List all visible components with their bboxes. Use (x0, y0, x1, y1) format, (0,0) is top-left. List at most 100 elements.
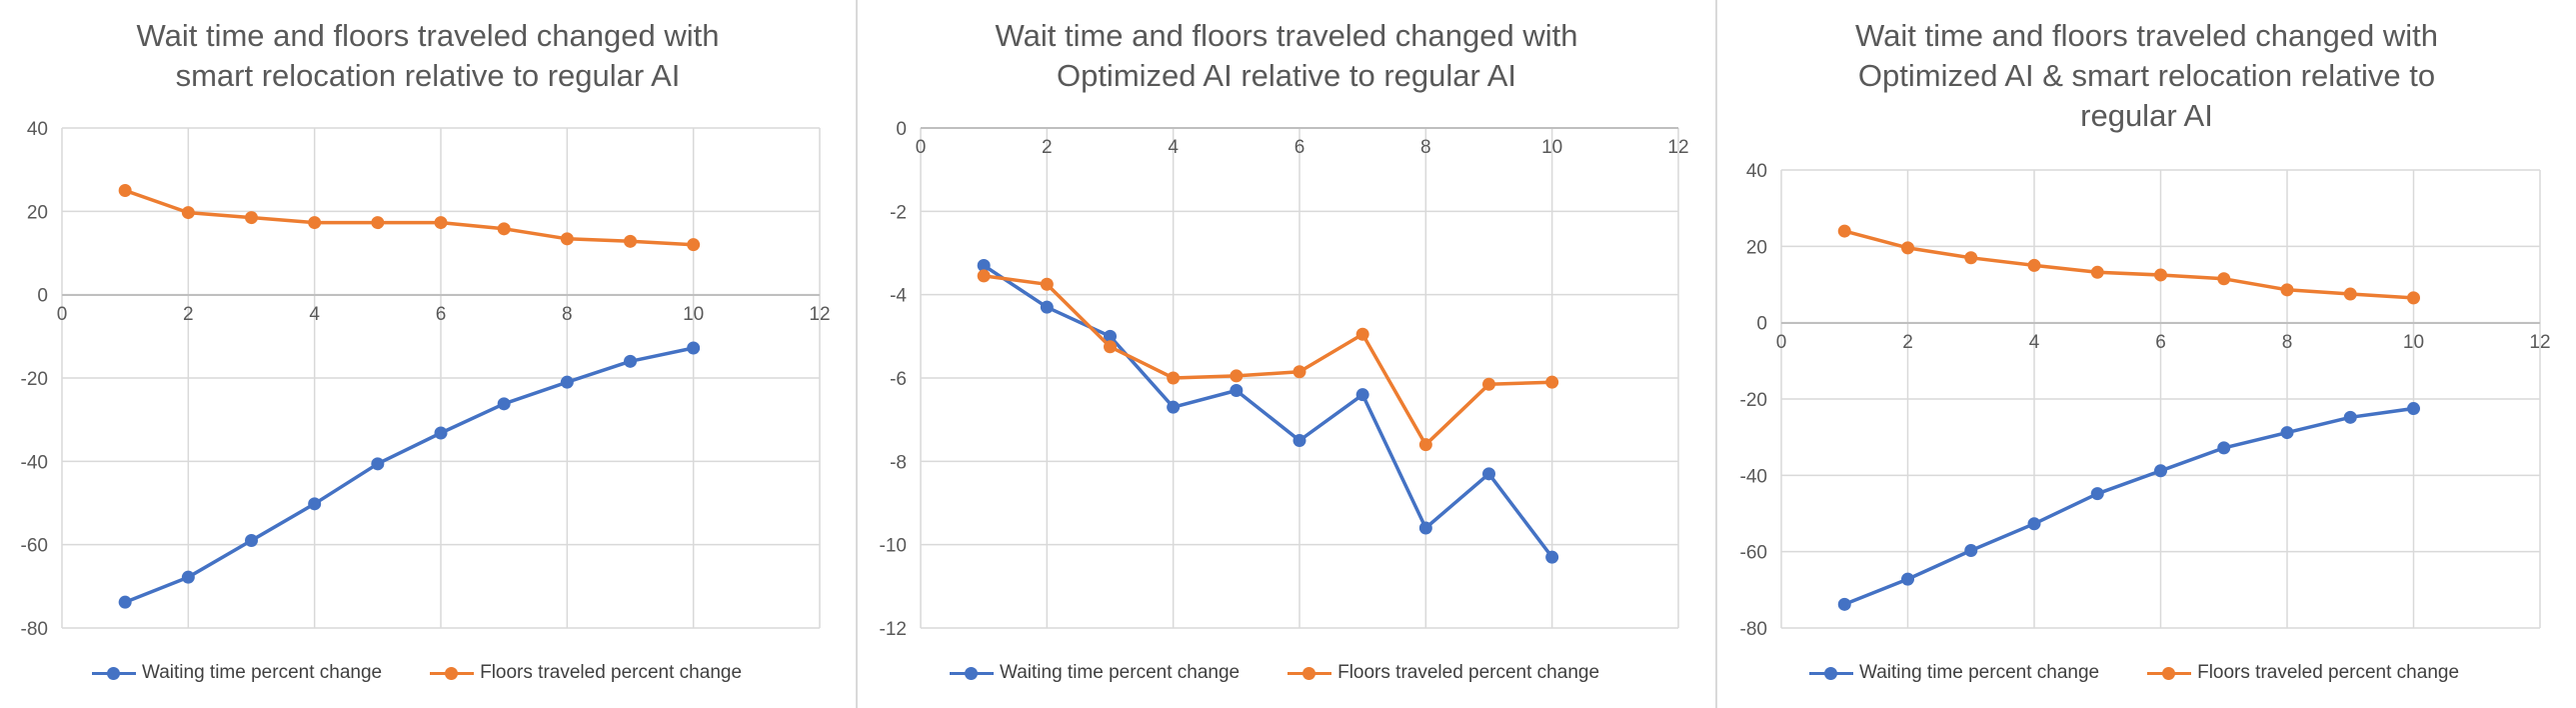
data-point-floors (977, 269, 991, 283)
data-point-waiting (687, 341, 701, 355)
y-tick-label: 40 (27, 119, 48, 140)
data-point-floors (1230, 369, 1244, 383)
data-point-floors (2280, 283, 2294, 297)
data-point-floors (118, 184, 132, 197)
y-tick-label: 0 (1756, 314, 1767, 335)
data-point-waiting (2280, 426, 2294, 440)
panel-divider (1715, 0, 1717, 708)
data-point-waiting (2343, 410, 2357, 424)
y-tick-label: -60 (21, 536, 48, 557)
data-point-floors (181, 206, 195, 220)
y-tick-label: 0 (37, 286, 48, 307)
data-point-waiting (1167, 400, 1181, 414)
legend-item-waiting: Waiting time percent change (950, 662, 1240, 684)
chart-title: Wait time and floors traveled changed wi… (995, 18, 1578, 93)
series-line-floors (1843, 229, 2414, 300)
legend-swatch-floors (2147, 667, 2192, 680)
series-line-waiting (124, 346, 695, 604)
legend-label: Waiting time percent change (142, 662, 383, 683)
chart-title: Wait time and floors traveled changed wi… (1855, 18, 2438, 133)
data-point-floors (624, 234, 637, 248)
data-point-waiting (2154, 464, 2167, 478)
legend-item-floors: Floors traveled percent change (1288, 662, 1599, 684)
data-point-waiting (2027, 517, 2041, 531)
data-point-waiting (308, 497, 322, 511)
data-point-waiting (1292, 434, 1306, 447)
data-point-floors (497, 222, 511, 236)
data-point-waiting (1230, 384, 1244, 397)
y-tick-label: -10 (880, 536, 907, 557)
data-point-waiting (1418, 521, 1432, 535)
data-point-floors (371, 216, 385, 230)
data-point-waiting (1964, 544, 1978, 558)
y-tick-label: -80 (1740, 619, 1767, 640)
chart-legend: Waiting time percent change Floors trave… (92, 662, 742, 684)
data-point-waiting (1545, 550, 1559, 564)
data-point-floors (2090, 265, 2104, 279)
y-tick-label: -12 (880, 619, 907, 640)
y-tick-label: -8 (890, 452, 907, 473)
data-point-waiting (181, 570, 195, 584)
data-point-floors (308, 216, 322, 230)
chart-plot: 40 20 0 -20 -40 -60 -80 0 2 4 6 8 10 12 (21, 119, 831, 640)
x-tick-label: 12 (809, 304, 830, 325)
series-line-waiting (1843, 406, 2414, 606)
x-tick-label: 4 (2029, 332, 2040, 353)
data-point-floors (560, 232, 574, 246)
y-tick-label: -4 (890, 286, 907, 307)
data-point-waiting (977, 259, 991, 272)
x-tick-label: 8 (2282, 332, 2293, 353)
data-point-floors (687, 238, 701, 252)
data-point-waiting (2090, 487, 2104, 501)
x-tick-label: 8 (562, 304, 573, 325)
data-point-floors (1901, 241, 1914, 255)
data-point-floors (1837, 224, 1851, 238)
y-tick-label: 20 (27, 202, 48, 223)
x-tick-label: 2 (183, 304, 194, 325)
series-line-floors (983, 274, 1552, 447)
panel-divider (856, 0, 858, 708)
chart-plot: 0 -2 -4 -6 -8 -10 -12 0 2 4 6 8 10 12 (880, 119, 1689, 640)
y-tick-label: -20 (1740, 390, 1767, 411)
data-point-floors (1355, 327, 1369, 341)
data-point-waiting (245, 534, 258, 547)
data-point-floors (1418, 438, 1432, 452)
legend-item-floors: Floors traveled percent change (2147, 662, 2459, 684)
data-point-waiting (624, 354, 637, 368)
data-point-waiting (371, 457, 385, 471)
x-tick-label: 6 (1294, 137, 1305, 158)
chart-title: Wait time and floors traveled changed wi… (136, 18, 720, 93)
chart-plot: 40 20 0 -20 -40 -60 -80 0 2 4 6 8 10 12 (1740, 161, 2551, 640)
x-tick-label: 0 (57, 304, 68, 325)
x-tick-label: 2 (1042, 137, 1053, 158)
data-point-floors (245, 211, 258, 225)
data-point-waiting (1104, 329, 1117, 343)
legend-label: Floors traveled percent change (1337, 662, 1600, 683)
x-tick-label: 10 (683, 304, 704, 325)
y-tick-label: -2 (890, 202, 907, 223)
x-tick-label: 4 (1168, 137, 1179, 158)
legend-swatch-floors (1288, 667, 1332, 680)
x-tick-label: 6 (2155, 332, 2166, 353)
legend-swatch-waiting (950, 667, 994, 680)
y-tick-label: 0 (896, 119, 907, 140)
data-point-waiting (2217, 441, 2231, 455)
legend-label: Waiting time percent change (1000, 662, 1241, 683)
y-tick-label: -6 (890, 369, 907, 390)
x-tick-label: 2 (1902, 332, 1913, 353)
data-point-floors (2217, 272, 2231, 286)
legend-swatch-floors (430, 667, 475, 680)
legend-swatch-waiting (92, 667, 136, 680)
data-point-floors (1545, 375, 1559, 389)
chart-panel-1: Wait time and floors traveled changed wi… (0, 0, 856, 708)
legend-item-floors: Floors traveled percent change (430, 662, 742, 684)
y-tick-label: -40 (1740, 466, 1767, 487)
x-tick-label: 12 (2529, 332, 2550, 353)
data-point-floors (2154, 268, 2167, 282)
x-tick-label: 4 (309, 304, 320, 325)
legend-item-waiting: Waiting time percent change (1809, 662, 2099, 684)
data-point-waiting (1040, 300, 1054, 314)
legend-swatch-waiting (1809, 667, 1853, 680)
series-line-floors (124, 188, 694, 247)
data-point-floors (1167, 371, 1181, 385)
